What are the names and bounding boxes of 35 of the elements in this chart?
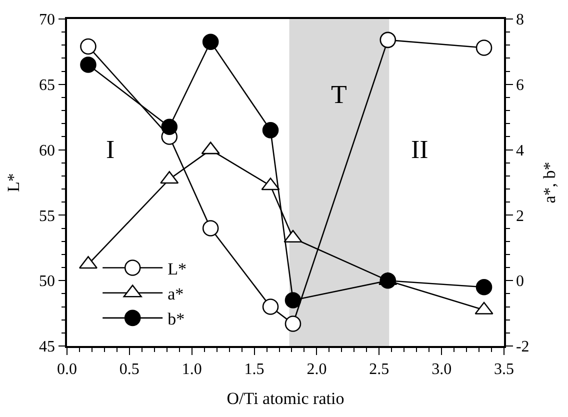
legend-label: b* [168, 310, 185, 329]
point [284, 316, 302, 332]
x-tick-label: 3.0 [432, 360, 452, 378]
y2-tick-label: 4 [516, 142, 524, 160]
x-axis-title: O/Ti atomic ratio [226, 388, 344, 408]
y2-tick-label: 6 [516, 77, 524, 94]
y-axis-title: L* [4, 173, 24, 192]
y2-tick-label: 2 [516, 208, 524, 225]
y2-tick-label: 0 [516, 273, 524, 290]
y-tick-label: 70 [39, 12, 56, 29]
annotation: II [411, 135, 428, 164]
y-tick-label: 65 [39, 77, 56, 94]
point [262, 122, 279, 138]
y-tick-label: 55 [39, 208, 56, 225]
point [80, 56, 96, 73]
legend-label: a* [168, 284, 184, 304]
y2-tick-label: 8 [516, 12, 524, 29]
y-tick-label: 45 [39, 338, 56, 356]
x-tick-label: 2.0 [306, 360, 327, 378]
x-tick-label: 0.5 [119, 360, 140, 378]
annotation: I [106, 135, 115, 164]
x-tick-label: 1.5 [244, 360, 264, 378]
x-tick-label: 2.5 [369, 360, 390, 378]
y2-tick-label: -2 [516, 338, 530, 356]
y-tick-label: 50 [39, 273, 56, 290]
point [380, 32, 396, 48]
point [202, 34, 219, 50]
x-tick-label: 0.0 [57, 360, 77, 378]
band-label: T [331, 80, 347, 109]
x-tick-label: 1.0 [182, 360, 202, 378]
x-tick-label: 3.5 [494, 360, 514, 378]
y-tick-label: 60 [39, 142, 56, 160]
legend-label: L* [168, 259, 186, 278]
y2-axis-title: a*, b* [540, 162, 560, 204]
point [161, 118, 178, 136]
